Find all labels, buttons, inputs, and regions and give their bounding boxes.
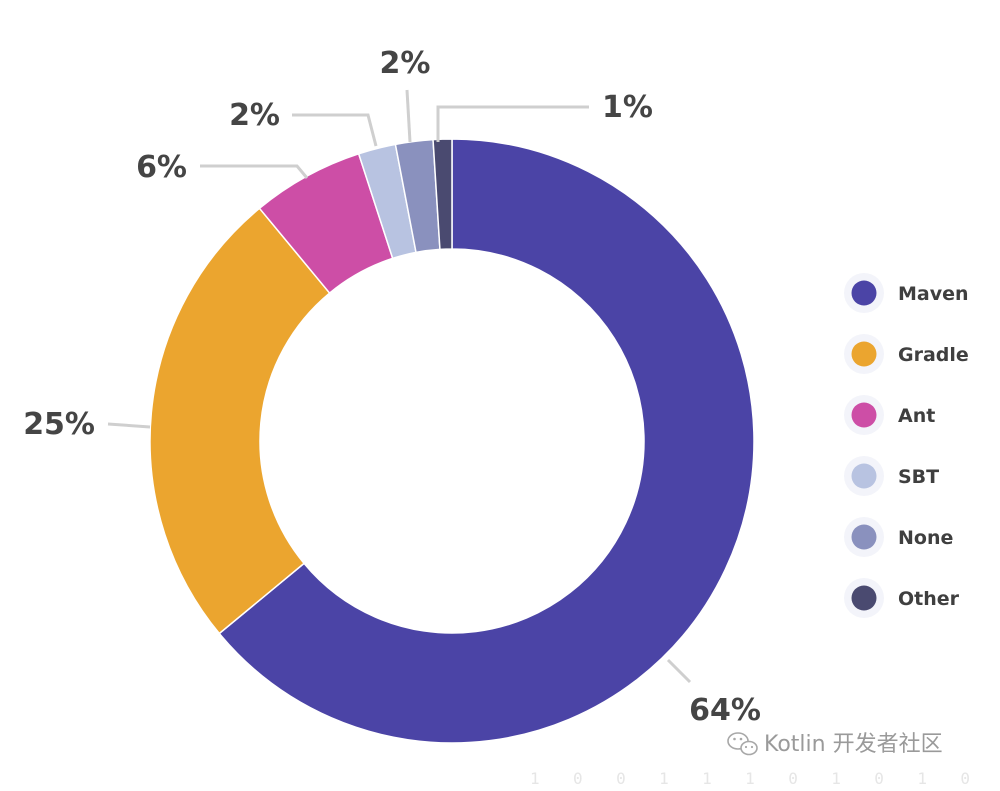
- legend-label-other: Other: [898, 588, 960, 610]
- footer-digits: 1 0 0 1 1 1 0 1 0 1 0: [530, 769, 970, 787]
- leader-line-other: [436, 105, 589, 142]
- value-label-other: 1%: [602, 90, 653, 125]
- legend-swatch-sbt: [851, 463, 877, 489]
- legend-label-none: None: [898, 527, 953, 549]
- legend-label-maven: Maven: [898, 283, 969, 305]
- watermark: Kotlin 开发者社区: [727, 732, 943, 757]
- legend-item-other: Other: [844, 578, 960, 618]
- value-label-ant: 6%: [136, 150, 187, 185]
- watermark-text: Kotlin 开发者社区: [764, 732, 943, 757]
- value-labels: 64% 25% 6% 2% 2% 1%: [23, 46, 761, 728]
- legend-label-gradle: Gradle: [898, 344, 969, 366]
- leader-lines: [107, 89, 692, 684]
- legend-item-none: None: [844, 517, 953, 557]
- leader-line-none: [405, 89, 412, 143]
- legend: Maven Gradle Ant SBT None Other: [844, 273, 969, 618]
- legend-label-ant: Ant: [898, 405, 935, 427]
- legend-item-sbt: SBT: [844, 456, 939, 496]
- legend-swatch-ant: [851, 402, 877, 428]
- legend-swatch-none: [851, 524, 877, 550]
- leader-line-sbt: [292, 113, 378, 147]
- legend-swatch-maven: [851, 280, 877, 306]
- value-label-maven: 64%: [689, 693, 761, 728]
- slice-gradle: [149, 207, 331, 635]
- slice-maven: [218, 138, 755, 744]
- value-label-gradle: 25%: [23, 407, 95, 442]
- legend-item-ant: Ant: [844, 395, 935, 435]
- wechat-icon: [727, 732, 758, 756]
- donut-slices: [149, 138, 755, 744]
- legend-item-gradle: Gradle: [844, 334, 969, 374]
- legend-swatch-gradle: [851, 341, 877, 367]
- leader-line-maven: [666, 658, 692, 684]
- legend-item-maven: Maven: [844, 273, 969, 313]
- leader-line-ant: [200, 164, 309, 179]
- legend-swatch-other: [851, 585, 877, 611]
- value-label-none: 2%: [380, 46, 431, 81]
- leader-line-gradle: [107, 422, 151, 429]
- value-label-sbt: 2%: [229, 98, 280, 133]
- legend-label-sbt: SBT: [898, 466, 939, 488]
